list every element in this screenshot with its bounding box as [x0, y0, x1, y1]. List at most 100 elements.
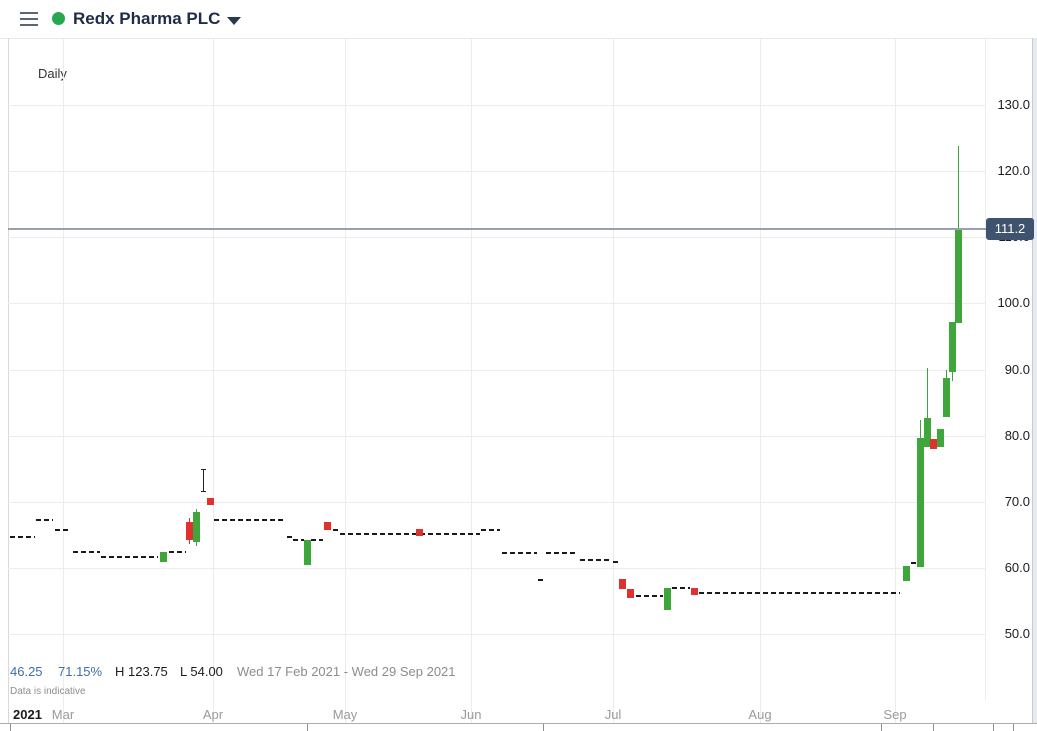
- candle-down: [930, 439, 937, 449]
- range-low: L 54.00: [180, 664, 223, 680]
- candle-down: [416, 529, 423, 536]
- high-value: 123.75: [128, 664, 168, 679]
- plot-left-border: [8, 38, 9, 723]
- gridline-horizontal: [8, 105, 985, 106]
- y-axis-tick-label: 50.0: [1004, 626, 1030, 641]
- candle-up: [903, 566, 910, 581]
- current-price-badge: 111.2: [986, 218, 1034, 240]
- instrument-title[interactable]: Redx Pharma PLC: [73, 9, 221, 28]
- chevron-down-icon[interactable]: [227, 17, 241, 25]
- flat-candle-dashes: [538, 579, 545, 581]
- interval-label: Daily: [38, 66, 67, 81]
- flat-candle-dashes: [333, 529, 339, 531]
- gridline-horizontal: [8, 568, 985, 569]
- y-axis-tick-label: 120.0: [997, 163, 1030, 178]
- candle-down: [207, 498, 214, 505]
- candle-up: [937, 429, 944, 447]
- gridline-horizontal: [8, 436, 985, 437]
- gridline-horizontal: [8, 370, 985, 371]
- gridline-vertical: [895, 39, 896, 723]
- flat-candle-dashes: [55, 529, 70, 531]
- y-axis-tick-label: 90.0: [1004, 362, 1030, 377]
- gridline-vertical: [760, 39, 761, 723]
- candle-up: [304, 540, 311, 565]
- flat-candle-dashes: [481, 529, 500, 531]
- doji-cap: [201, 469, 206, 470]
- gridline-horizontal: [8, 634, 985, 635]
- candle-down: [619, 579, 626, 589]
- x-axis-month-label: Jul: [604, 707, 622, 722]
- gridline-horizontal: [8, 171, 985, 172]
- candle-up: [917, 438, 924, 567]
- x-axis-year-label: 2021: [13, 707, 42, 722]
- gridline-horizontal: [8, 237, 985, 238]
- y-axis-tick-label: 100.0: [997, 295, 1030, 310]
- gridline-horizontal: [8, 502, 985, 503]
- flat-candle-dashes: [10, 536, 35, 538]
- range-open-value: 46.25: [10, 664, 43, 679]
- candle-down: [627, 589, 634, 598]
- flat-candle-dashes: [911, 562, 918, 564]
- candle-up: [949, 322, 956, 372]
- candle-up: [664, 588, 671, 610]
- gridline-vertical: [63, 39, 64, 723]
- scrollbar-divider: [307, 724, 308, 731]
- candle-wick: [927, 368, 928, 418]
- candle-up: [160, 552, 167, 562]
- x-axis-month-label: Apr: [202, 707, 224, 722]
- y-axis-tick-label: 70.0: [1004, 494, 1030, 509]
- menu-icon[interactable]: [20, 12, 38, 26]
- candle-wick: [946, 370, 947, 378]
- horizontal-scrollbar[interactable]: [0, 723, 1037, 731]
- top-bar: Redx Pharma PLC: [0, 0, 1037, 39]
- candle-down: [324, 522, 331, 530]
- range-change-pct: 71.15%: [58, 664, 103, 679]
- flat-candle-dashes: [311, 539, 323, 541]
- scrollbar-divider: [881, 724, 882, 731]
- gridline-vertical: [345, 39, 346, 723]
- x-axis-month-label: May: [332, 707, 358, 722]
- scrollbar-divider: [933, 724, 934, 731]
- low-label: L: [180, 664, 187, 679]
- low-value: 54.00: [190, 664, 223, 679]
- flat-candle-dashes: [101, 556, 158, 558]
- gridline-horizontal: [8, 303, 985, 304]
- candle-up: [943, 378, 950, 417]
- gridline-vertical: [213, 39, 214, 723]
- scrollbar-divider: [993, 724, 994, 731]
- current-price-line: [8, 228, 986, 230]
- flat-candle-dashes: [672, 587, 690, 589]
- candle-down: [691, 588, 698, 595]
- flat-candle-dashes: [169, 551, 186, 553]
- x-axis-month-label: Jun: [460, 707, 482, 722]
- scrollbar-divider: [10, 724, 11, 731]
- flat-candle-dashes: [73, 551, 100, 553]
- range-high: H 123.75: [115, 664, 168, 680]
- scrollbar-divider: [1013, 724, 1014, 731]
- market-open-status-icon: [52, 12, 65, 25]
- flat-candle-dashes: [36, 519, 53, 521]
- y-axis-tick-label: 80.0: [1004, 428, 1030, 443]
- candle-down: [186, 522, 193, 540]
- flat-candle-dashes: [613, 561, 620, 563]
- right-scrollbar-track[interactable]: [1032, 38, 1037, 731]
- gridline-vertical: [613, 39, 614, 723]
- x-axis-month-label: Mar: [51, 707, 75, 722]
- flat-candle-dashes: [580, 559, 612, 561]
- flat-candle-dashes: [287, 536, 292, 538]
- flat-candle-dashes: [546, 552, 578, 554]
- candle-wick: [189, 518, 190, 522]
- candle-up: [955, 229, 962, 323]
- flat-candle-dashes: [636, 595, 663, 597]
- candle-wick: [196, 542, 197, 546]
- candle-up: [193, 512, 200, 542]
- flat-candle-dashes: [340, 533, 480, 535]
- candle-up: [924, 418, 931, 447]
- y-axis-tick-label: 60.0: [1004, 560, 1030, 575]
- flat-candle-dashes: [699, 592, 900, 594]
- y-axis-tick-label: 130.0: [997, 97, 1030, 112]
- data-indicative-note: Data is indicative: [10, 686, 86, 697]
- flat-candle-dashes: [502, 552, 537, 554]
- high-label: H: [115, 664, 125, 679]
